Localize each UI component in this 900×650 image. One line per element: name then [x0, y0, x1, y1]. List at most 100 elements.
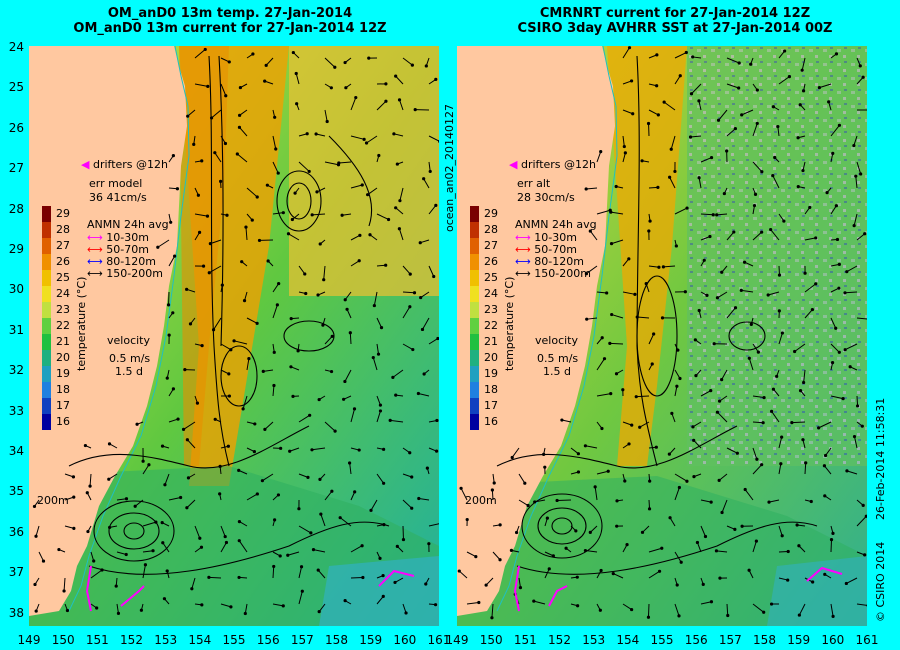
- colorbar-tick-label: 25: [56, 271, 70, 284]
- current-arrow: [186, 499, 196, 509]
- current-arrow: [717, 291, 728, 299]
- current-arrowhead: [776, 125, 780, 129]
- current-arrowhead: [419, 295, 423, 300]
- current-arrow: [752, 343, 759, 353]
- current-arrow: [718, 109, 728, 121]
- current-arrowhead: [378, 409, 383, 413]
- arrow-icon: ⟷: [515, 243, 535, 256]
- current-arrowhead: [811, 580, 815, 584]
- current-arrowhead: [181, 427, 186, 432]
- current-arrow: [854, 436, 858, 449]
- colorbar-step: 16: [470, 414, 530, 430]
- current-arrowhead: [296, 349, 300, 353]
- right-map-panel[interactable]: 29 28 27 26 25 24 23 22 21 20 19 18 17 16 temperature…: [457, 46, 867, 626]
- anmn-legend-item: ⟷ 50-70m: [87, 244, 163, 256]
- current-arrowhead: [376, 352, 381, 356]
- current-arrow: [511, 447, 520, 458]
- current-arrowhead: [795, 523, 799, 527]
- current-arrow: [265, 57, 274, 66]
- current-arrow: [726, 231, 735, 241]
- current-arrowhead: [801, 438, 805, 442]
- colorbar-step: 24: [470, 286, 530, 302]
- latitude-tick-label: 35: [8, 484, 24, 499]
- current-arrow: [700, 157, 712, 163]
- current-arrow: [648, 333, 655, 345]
- current-arrowhead: [743, 487, 747, 492]
- current-arrowhead: [630, 607, 634, 612]
- current-arrow: [298, 566, 303, 579]
- current-arrowhead: [669, 147, 673, 151]
- current-arrowhead: [615, 499, 619, 503]
- colorbar-swatch: [470, 398, 479, 414]
- current-arrowhead: [227, 60, 231, 64]
- longitude-tick-label: 161: [427, 633, 451, 647]
- current-arrowhead: [654, 445, 658, 449]
- current-arrowhead: [831, 614, 835, 619]
- current-arrowhead: [343, 298, 347, 302]
- current-arrow: [611, 239, 624, 245]
- colorbar-tick-label: 27: [484, 239, 498, 252]
- current-arrowhead: [627, 46, 632, 50]
- current-arrowhead: [377, 153, 381, 158]
- current-arrow: [220, 525, 226, 537]
- current-arrowhead: [317, 397, 321, 402]
- current-arrowhead: [644, 282, 648, 286]
- current-arrow: [830, 343, 840, 353]
- current-arrowhead: [293, 191, 297, 195]
- colorbar-tick-label: 19: [484, 367, 498, 380]
- current-arrowhead: [786, 549, 790, 554]
- longitude-tick-label: 156: [256, 633, 280, 647]
- current-arrow: [272, 566, 275, 579]
- current-arrowhead: [410, 63, 414, 67]
- anmn-legend-left: ⟷ 10-30m ⟷ 50-70m ⟷ 80-120m ⟷ 150-200m: [87, 232, 163, 280]
- current-arrowhead: [656, 113, 660, 117]
- current-arrowhead: [593, 485, 597, 489]
- colorbar-step: 25: [470, 270, 530, 286]
- current-arrow: [700, 525, 706, 537]
- current-arrowhead: [432, 274, 436, 279]
- current-arrow: [726, 57, 740, 64]
- current-arrowhead: [817, 86, 822, 90]
- current-arrowhead: [769, 409, 774, 413]
- current-arrow: [778, 332, 783, 345]
- colorbar-step: 16: [42, 414, 102, 430]
- current-arrowhead: [860, 424, 864, 428]
- current-arrow: [298, 591, 303, 605]
- current-arrow: [194, 525, 201, 539]
- current-arrowhead: [206, 84, 210, 89]
- colorbar-swatch: [42, 238, 51, 254]
- colorbar-step: 17: [42, 398, 102, 414]
- current-arrowhead: [224, 540, 229, 545]
- current-arrow: [246, 187, 258, 198]
- current-arrow: [700, 390, 711, 397]
- colorbar-swatch: [470, 414, 479, 430]
- current-arrow: [674, 487, 680, 501]
- left-map-panel[interactable]: 29 28 27 26 25 24 23 22 21 20 19 18 17 16 temperature…: [29, 46, 439, 626]
- current-arrow: [700, 213, 714, 216]
- current-arrow: [402, 265, 411, 275]
- current-arrow: [350, 234, 361, 241]
- current-arrowhead: [834, 204, 838, 208]
- current-arrowhead: [330, 489, 334, 493]
- current-arrowhead: [154, 520, 158, 524]
- current-arrowhead: [823, 453, 828, 458]
- current-arrowhead: [576, 470, 581, 474]
- current-arrowhead: [243, 611, 247, 616]
- colorbar-tick-label: 27: [56, 239, 70, 252]
- current-arrowhead: [220, 283, 224, 287]
- current-arrowhead: [348, 461, 352, 465]
- current-arrowhead: [756, 350, 760, 354]
- current-arrow: [318, 603, 326, 612]
- current-arrow: [853, 213, 858, 226]
- current-arrow: [210, 239, 222, 245]
- current-arrowhead: [223, 141, 228, 146]
- current-arrowhead: [86, 529, 90, 534]
- current-arrowhead: [395, 162, 399, 166]
- current-arrow: [35, 525, 40, 537]
- current-arrowhead: [831, 531, 835, 535]
- current-arrowhead: [107, 442, 112, 446]
- right-title-line1: CMRNRT current for 27-Jan-2014 12Z: [539, 6, 811, 21]
- current-arrowhead: [100, 568, 104, 572]
- current-arrowhead: [762, 610, 766, 614]
- velocity-label-left: velocity: [107, 334, 150, 347]
